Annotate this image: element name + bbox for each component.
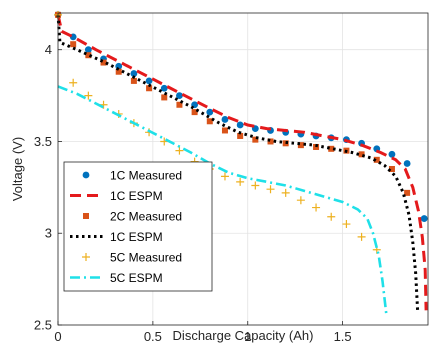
legend: 1C Measured 1C ESPM 2C Measured 1C ESPM 5C M… [63, 161, 213, 292]
x-axis-label: Discharge Capacity (Ah) [173, 328, 314, 343]
data-point-square [161, 94, 168, 101]
data-point-circle [84, 46, 92, 54]
plot-frame [57, 12, 429, 326]
data-point-square [130, 77, 137, 84]
data-point-square [267, 138, 274, 145]
data-point-square [70, 41, 77, 48]
data-point-square [221, 127, 228, 134]
data-point-circle [130, 70, 138, 77]
legend-label: 5C ESPM [110, 271, 163, 285]
data-point-circle [206, 108, 214, 116]
data-point-plus [296, 196, 305, 205]
x-tick-label: 1.5 [334, 329, 352, 344]
data-point-plus [357, 232, 366, 241]
series-line [56, 14, 428, 311]
data-point-circle [420, 215, 428, 222]
data-point-plus [266, 185, 275, 194]
y-axis-label: Voltage (V) [10, 137, 25, 201]
y-tick-label: 3 [45, 226, 52, 241]
legend-marker-plus [82, 253, 90, 261]
legend-label: 1C ESPM [110, 189, 163, 203]
x-tick-label: 0.5 [144, 329, 162, 344]
data-point-circle [236, 121, 244, 129]
data-point-circle [176, 92, 183, 99]
data-point-circle [145, 77, 153, 85]
data-point-plus [220, 172, 229, 181]
legend-label: 5C Measured [110, 251, 182, 265]
legend-box [63, 161, 213, 292]
data-point-square [100, 59, 107, 66]
y-tick-label: 4 [45, 42, 52, 57]
data-point-plus [312, 203, 321, 212]
data-point-square [252, 136, 259, 143]
data-point-square [388, 166, 395, 172]
legend-item: 1C ESPM [70, 189, 163, 203]
data-point-circle [221, 116, 229, 123]
data-point-circle [388, 150, 396, 158]
data-point-circle [403, 160, 411, 167]
data-point-square [146, 85, 153, 92]
legend-item: 1C ESPM [70, 230, 163, 244]
legend-item: 1C Measured [82, 169, 182, 183]
data-point-square [176, 101, 183, 108]
series-5c-espm-5 [57, 85, 388, 315]
series-1c-espm-1 [56, 14, 428, 311]
data-point-square [404, 189, 411, 196]
data-point-plus [251, 181, 260, 190]
legend-item: 2C Measured [83, 210, 182, 224]
data-point-plus [327, 212, 336, 221]
y-tick-label: 3.5 [34, 134, 52, 149]
data-point-plus [236, 177, 245, 186]
series-line [57, 85, 388, 315]
y-tick-label: 2.5 [34, 318, 52, 333]
legend-label: 2C Measured [110, 210, 182, 224]
data-point-square [297, 142, 304, 149]
data-point-square [85, 52, 92, 59]
data-point-square [358, 151, 365, 158]
data-point-square [206, 118, 213, 125]
data-point-square [191, 109, 198, 116]
data-point-square [237, 132, 244, 139]
data-point-plus [69, 78, 78, 87]
data-point-square [115, 68, 122, 75]
data-point-plus [175, 146, 184, 155]
legend-marker-circle [82, 171, 90, 179]
data-point-plus [281, 188, 290, 197]
data-point-square [328, 145, 335, 152]
data-point-plus [84, 91, 93, 100]
legend-item: 5C Measured [82, 251, 182, 265]
tick-layer: 0 0.5 1 1.5 2.5 3 3.5 4 [34, 42, 352, 344]
legend-marker-square [83, 213, 89, 219]
data-point-circle [160, 84, 168, 92]
data-point-square [373, 156, 380, 163]
legend-label: 1C ESPM [110, 230, 163, 244]
x-tick-label: 0 [54, 329, 61, 344]
data-point-plus [342, 220, 351, 229]
legend-label: 1C Measured [110, 169, 182, 183]
legend-item: 5C ESPM [70, 271, 163, 285]
x-tick-label: 1 [244, 329, 251, 344]
